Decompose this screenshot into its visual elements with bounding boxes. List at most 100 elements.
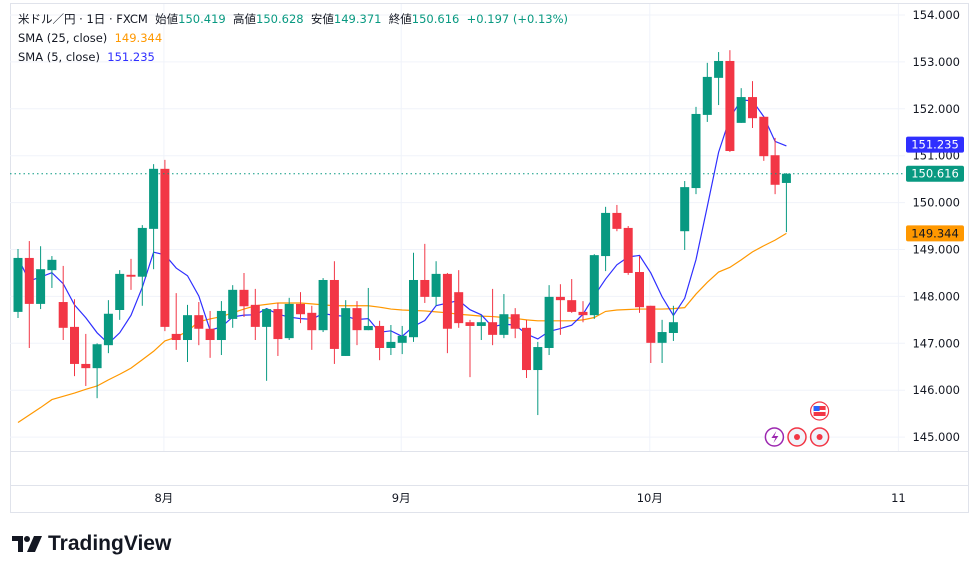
price-tag-label: 150.616 [911, 167, 959, 181]
price-tick-label: 148.000 [912, 289, 960, 303]
price-axis[interactable]: 154.000153.000152.000151.000150.000149.0… [912, 8, 960, 444]
candle-body-up [668, 322, 678, 333]
candle-body-up [781, 173, 791, 183]
candle-body-up [103, 313, 113, 346]
price-tick-label: 154.000 [912, 8, 960, 22]
candle-body-down [646, 305, 656, 343]
candle-body-down [160, 168, 170, 327]
legend: 米ドル／円 · 1日 · FXCM 始値150.419 高値150.628 安値… [18, 10, 568, 67]
candle-body-up [149, 168, 159, 229]
price-tags: 151.235 150.616 149.344 [906, 136, 964, 242]
candle-body-down [442, 273, 452, 329]
candle-body-down [420, 279, 430, 297]
open-label: 始値 [155, 12, 179, 26]
candle-body-down [759, 116, 769, 157]
candle-body-down [555, 296, 565, 301]
candle-body-up [397, 335, 407, 343]
candle-body-up [341, 308, 351, 356]
candle-body-down [375, 325, 385, 348]
candle-body-down [748, 97, 757, 119]
candle-body-up [589, 255, 599, 316]
price-tick-label: 147.000 [912, 336, 960, 350]
price-tag-label: 149.344 [911, 226, 959, 240]
candle-body-down [635, 272, 644, 308]
candle-body-down [250, 304, 260, 327]
candle-body-down [70, 326, 79, 364]
price-tick-label: 152.000 [912, 102, 960, 116]
news-dot-center [794, 434, 800, 440]
candle-body-up [601, 212, 611, 257]
us-flag-canton [813, 406, 820, 411]
candle-body-down [612, 212, 622, 229]
symbol-legend: 米ドル／円 · 1日 · FXCM 始値150.419 高値150.628 安値… [18, 10, 568, 29]
sma5-legend[interactable]: SMA (5, close) 151.235 [18, 48, 568, 67]
candle-body-down [329, 279, 339, 349]
candle-body-up [13, 257, 23, 312]
candle-body-down [81, 363, 91, 369]
candle-body-up [228, 289, 238, 319]
candle-body-up [183, 315, 192, 341]
price-tick-label: 150.000 [912, 196, 960, 210]
open-value: 150.419 [178, 12, 226, 26]
change-value: +0.197 (+0.13%) [466, 12, 569, 26]
price-tick-label: 145.000 [912, 430, 960, 444]
candle-body-down [488, 322, 498, 335]
price-tick-label: 149.000 [912, 243, 960, 257]
price-tick-label: 153.000 [912, 55, 960, 69]
candle-body-down [522, 327, 531, 371]
candle-body-up [363, 325, 373, 331]
chart-frame [10, 3, 969, 513]
tradingview-logo-icon [12, 536, 42, 552]
symbol-title[interactable]: 米ドル／円 · 1日 · FXCM [18, 12, 148, 26]
candle-body-down [239, 289, 249, 307]
candle-body-down [307, 312, 317, 331]
close-value: 150.616 [411, 12, 460, 26]
candle-body-down [296, 303, 305, 315]
candle-body-down [126, 274, 136, 277]
candle-body-down [454, 292, 464, 324]
candle-body-up [409, 279, 418, 338]
candle-body-down [24, 257, 34, 304]
candle-body-up [499, 314, 509, 335]
candle-body-down [725, 60, 735, 152]
candle-body-down [171, 333, 181, 341]
candle-body-up [736, 97, 746, 123]
news-dot-center [816, 434, 823, 440]
high-label: 高値 [233, 12, 257, 26]
sma25-legend[interactable]: SMA (25, close) 149.344 [18, 29, 568, 48]
sma5-label: SMA (5, close) [18, 50, 100, 64]
candle-body-up [36, 269, 46, 304]
candle-body-up [47, 259, 57, 271]
candle-body-down [578, 311, 588, 316]
candle-body-down [770, 155, 780, 185]
candle-body-up [92, 344, 102, 369]
time-axis[interactable]: 8月 9月 10月 11 [154, 491, 905, 505]
candle-body-down [352, 308, 362, 331]
candle-body-up [284, 303, 294, 339]
candle-body-up [386, 341, 396, 348]
low-value: 149.371 [333, 12, 382, 26]
tradingview-logo[interactable]: TradingView [12, 532, 171, 556]
candle-body-down [273, 309, 283, 340]
candle-body-up [318, 279, 328, 331]
candle-body-up [680, 187, 690, 232]
candle-body-down [567, 300, 577, 312]
candles [13, 50, 791, 416]
candle-body-up [544, 296, 554, 348]
close-label: 終値 [388, 12, 412, 26]
low-label: 安値 [310, 12, 334, 26]
time-tick-label: 8月 [154, 491, 173, 505]
sma25-label: SMA (25, close) [18, 31, 108, 45]
candle-body-up [691, 113, 701, 189]
candle-body-up [702, 76, 712, 115]
candle-body-down [623, 227, 633, 273]
candle-body-down [465, 322, 475, 326]
candle-body-up [115, 273, 125, 311]
candle-body-down [58, 302, 68, 328]
time-tick-label: 10月 [637, 491, 663, 505]
lightning-glyph [771, 431, 779, 443]
sma25-path [17, 232, 787, 424]
candle-body-up [476, 322, 486, 326]
high-value: 150.628 [256, 12, 304, 26]
